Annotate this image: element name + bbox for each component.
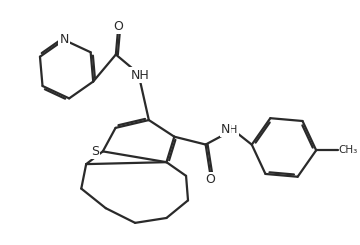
Text: N: N — [221, 123, 230, 136]
Text: NH: NH — [131, 69, 150, 82]
Text: O: O — [113, 20, 123, 33]
Text: CH₃: CH₃ — [339, 145, 358, 155]
Text: H: H — [229, 125, 237, 135]
Text: O: O — [206, 173, 216, 186]
Text: N: N — [59, 33, 69, 46]
Text: S: S — [91, 145, 99, 158]
